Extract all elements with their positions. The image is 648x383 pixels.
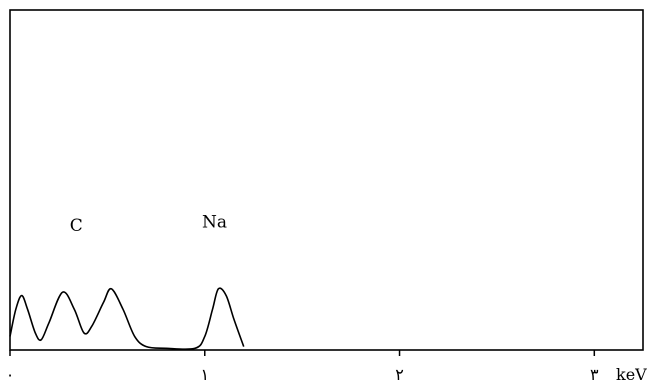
x-axis-ticks	[9, 350, 596, 356]
x-axis-tick-labels: ٠ ١ ٢ ٣	[6, 365, 599, 383]
x-tick-label-1: ١	[200, 365, 209, 383]
x-tick-label-0: ٠	[6, 365, 15, 383]
annotation-1: Na	[202, 213, 227, 233]
annotation-0: C	[70, 216, 83, 236]
x-tick-label-3: ٣	[590, 365, 599, 383]
plot-frame	[9, 9, 644, 351]
series-line	[9, 287, 245, 351]
peak-annotations: C Na	[70, 213, 227, 236]
x-tick-label-2: ٢	[395, 365, 404, 383]
x-axis-unit-label: keV	[616, 365, 647, 383]
